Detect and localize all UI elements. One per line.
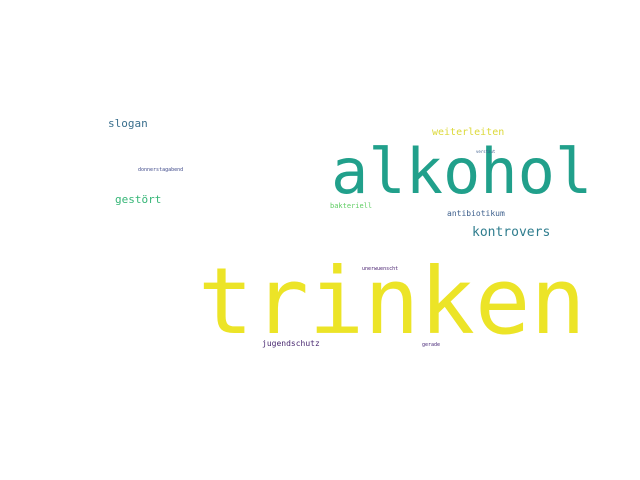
word-bakteriell: bakteriell xyxy=(330,202,373,210)
word-slogan: slogan xyxy=(108,117,148,130)
word-donnerstagabend: donnerstagabend xyxy=(138,167,184,173)
word-unerwuenscht: unerwuenscht xyxy=(362,266,399,272)
word-gestort: gestört xyxy=(115,193,162,206)
word-jugendschutz: jugendschutz xyxy=(262,339,320,348)
word-kontrovers: kontrovers xyxy=(472,225,551,240)
word-antibiotikum: antibiotikum xyxy=(447,209,505,218)
word-weiterleiten: weiterleiten xyxy=(432,127,505,138)
word-gerade: gerade xyxy=(422,342,441,348)
word-alkohol: alkohol xyxy=(331,135,593,208)
word-verstaut: verstaut xyxy=(476,149,496,154)
word-trinken: trinken xyxy=(198,248,586,355)
